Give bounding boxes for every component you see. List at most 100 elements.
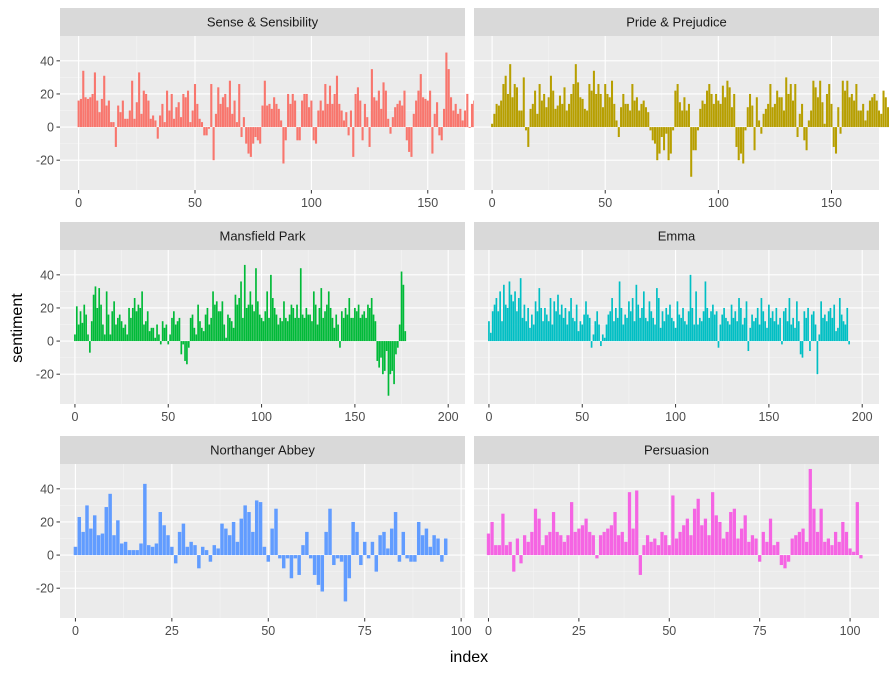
bar [171, 317, 173, 342]
bar [468, 127, 471, 128]
bar [398, 100, 401, 128]
bar [319, 100, 322, 128]
bar [175, 107, 178, 128]
bar [378, 341, 380, 368]
bar [825, 321, 828, 342]
bar [504, 545, 509, 556]
bar [577, 82, 580, 128]
bar [558, 95, 561, 128]
x-tick-label: 100 [840, 624, 861, 638]
bar [560, 304, 563, 342]
bar [610, 80, 614, 128]
bar [173, 555, 178, 564]
x-tick-label: 100 [665, 410, 686, 424]
bar [104, 507, 109, 556]
bar [301, 545, 305, 556]
bar [301, 100, 304, 128]
bar [629, 110, 632, 128]
bar [121, 100, 124, 128]
bar [282, 127, 285, 164]
bar [801, 528, 805, 556]
bar [527, 307, 529, 342]
bar [249, 127, 252, 157]
bar [368, 127, 371, 147]
bar [562, 317, 565, 342]
bar [443, 108, 446, 128]
bar [613, 512, 617, 556]
bar [701, 100, 704, 128]
bar [816, 97, 819, 128]
bar [143, 324, 145, 342]
bar [544, 307, 546, 342]
bar [855, 502, 859, 556]
bar [436, 538, 440, 556]
bar [355, 531, 359, 556]
facet-panel: Mansfield Park 0 50 100 150 200 -20 0 20 40 [36, 222, 465, 424]
bar [312, 127, 315, 141]
bar [173, 118, 176, 128]
bar [286, 321, 289, 342]
bar [739, 528, 744, 556]
bar [193, 84, 197, 128]
bar [504, 75, 507, 128]
bar [566, 535, 570, 556]
bar [100, 98, 103, 128]
bar [259, 127, 262, 144]
bar [702, 311, 705, 342]
bar [577, 528, 581, 556]
bar [347, 555, 352, 579]
bar [859, 110, 862, 128]
bar [131, 550, 136, 556]
bar [112, 535, 116, 556]
bar [182, 341, 185, 345]
bar [545, 314, 548, 342]
bar [357, 304, 360, 342]
bar [314, 127, 318, 144]
bar [135, 550, 139, 556]
bar [773, 321, 776, 342]
bar [77, 324, 80, 342]
bar [158, 512, 163, 556]
bar [684, 321, 686, 342]
bar [564, 307, 567, 342]
bar [162, 525, 166, 556]
bar [380, 341, 382, 358]
bar [750, 535, 755, 556]
bar [712, 304, 714, 342]
bar [428, 546, 433, 556]
bar [463, 110, 467, 128]
bar [787, 93, 790, 128]
facet-strip [60, 8, 465, 36]
bar [426, 100, 429, 128]
bar [678, 102, 681, 128]
bar [232, 327, 235, 342]
bar [389, 127, 392, 134]
bar [103, 334, 106, 342]
bar [808, 468, 812, 556]
bar [359, 555, 363, 566]
bar [557, 294, 559, 342]
bar [667, 314, 669, 342]
bar [384, 90, 387, 128]
bar [288, 314, 291, 342]
bar [751, 314, 753, 342]
bar [258, 314, 261, 342]
bar [207, 127, 211, 129]
bar [846, 307, 849, 342]
bar [682, 307, 684, 342]
bar [588, 531, 592, 556]
bar [751, 105, 754, 128]
bar [456, 113, 460, 128]
bar [146, 545, 151, 556]
bar [432, 535, 436, 556]
bar [148, 331, 151, 342]
bar [501, 513, 505, 556]
bar [196, 103, 199, 128]
bar [562, 541, 567, 556]
bar [191, 314, 194, 342]
bar [273, 97, 276, 128]
bar [264, 311, 267, 342]
bar [261, 105, 264, 128]
bar [687, 311, 690, 342]
bar [497, 105, 500, 128]
